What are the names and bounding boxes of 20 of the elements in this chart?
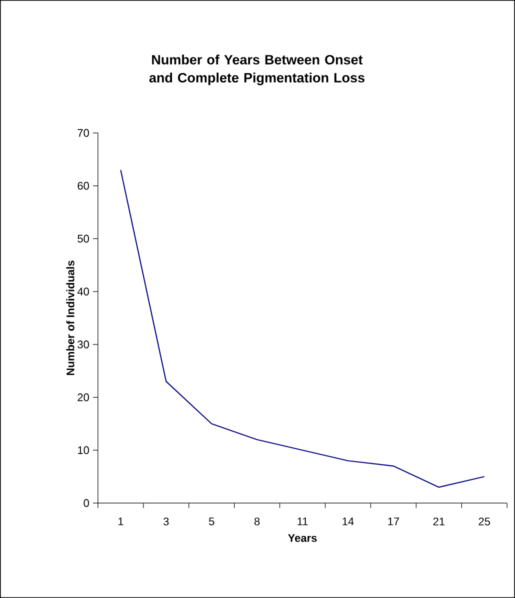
y-tick-label: 40 <box>77 288 89 296</box>
x-tick-label: 25 <box>478 518 490 526</box>
y-tick-label: 20 <box>78 393 89 402</box>
y-tick-label: 0 <box>84 499 89 507</box>
chart-title: Number of Years Between Onset and Complete Pigmentation Loss <box>149 54 364 86</box>
x-tick-label: 5 <box>208 518 214 526</box>
x-tick-label: 17 <box>388 518 400 526</box>
y-tick-label: 60 <box>78 182 89 190</box>
x-tick-label: 14 <box>342 518 354 526</box>
x-tick-label: 1 <box>118 518 124 526</box>
y-tick-label: 30 <box>78 340 89 348</box>
y-tick-label: 10 <box>78 446 89 454</box>
y-axis-title: Number of Individuals <box>66 260 74 376</box>
x-tick-label: 8 <box>254 518 260 526</box>
x-tick-label: 3 <box>164 518 169 526</box>
x-tick-label: 21 <box>433 518 444 526</box>
y-tick-label: 70 <box>78 129 89 137</box>
x-tick-label: 11 <box>298 518 308 526</box>
x-axis-title: Years <box>288 534 317 542</box>
y-tick-label: 50 <box>78 234 89 243</box>
